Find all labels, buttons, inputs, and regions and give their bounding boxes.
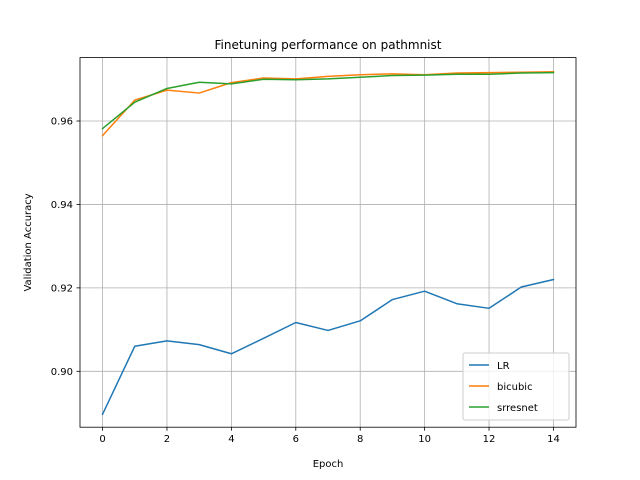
y-tick-label: 0.96 [51,117,73,128]
y-tick-label: 0.90 [51,367,73,378]
x-axis-label: Epoch [313,459,344,470]
series-line-srresnet [101,71,555,130]
x-tick-label: 14 [547,434,560,445]
series-layer [101,71,555,416]
series-line-bicubic [101,71,555,137]
x-tick-label: 2 [164,434,170,445]
x-tick-label: 4 [228,434,234,445]
y-axis-label: Validation Accuracy [23,193,34,291]
legend-box [462,352,570,421]
x-tick-label: 0 [99,434,105,445]
ticks: 0 2 4 6 8 10 12 14 0.90 0.92 0.94 0.96 [51,117,560,446]
grid [80,57,576,428]
legend-label-LR: LR [497,361,510,372]
legend-label-srresnet: srresnet [497,403,538,414]
x-tick-label: 10 [418,434,431,445]
x-tick-label: 12 [483,434,496,445]
series-line-LR [101,278,555,416]
legend: LR bicubic srresnet [462,352,570,421]
plot-frame [79,57,577,428]
x-tick-label: 6 [293,434,299,445]
legend-label-bicubic: bicubic [497,382,533,393]
x-tick-label: 8 [357,434,363,445]
y-tick-label: 0.94 [51,200,73,211]
chart-title: Finetuning performance on pathmnist [215,38,442,52]
y-tick-label: 0.92 [51,283,73,294]
